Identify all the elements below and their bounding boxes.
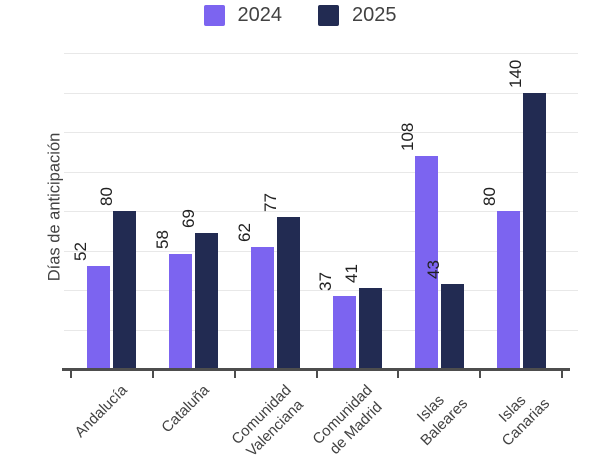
value-label-2025-5: 140	[506, 59, 526, 88]
legend-item-2024: 2024	[203, 4, 283, 27]
legend-label-2024: 2024	[237, 4, 283, 26]
value-label-2024-1: 58	[152, 230, 172, 250]
x-axis-tick-5	[479, 370, 482, 378]
x-tick-label-text-5: Islas Canarias	[495, 392, 554, 450]
gridline-160	[64, 53, 578, 54]
x-axis-tick-4	[397, 370, 400, 378]
legend-swatch-2024	[203, 5, 225, 26]
legend-swatch-2025	[318, 5, 339, 26]
x-axis-tick-2	[233, 370, 236, 378]
bar-2025-2	[277, 216, 301, 369]
value-label-2025-3: 41	[342, 264, 362, 284]
y-axis-title: Días de anticipación	[45, 132, 64, 282]
gridline-100	[64, 171, 578, 173]
bar-2025-5	[522, 92, 546, 369]
gridline-80	[64, 211, 578, 212]
chart-legend: 2024 2025	[0, 4, 600, 27]
bar-2024-2	[251, 246, 275, 369]
bar-2024-3	[332, 295, 356, 369]
x-axis-tick-6	[561, 370, 563, 378]
value-label-2024-3: 37	[316, 272, 336, 291]
value-label-2024-4: 108	[398, 122, 418, 151]
bar-2024-1	[169, 254, 193, 369]
x-axis-line	[62, 368, 570, 371]
gridline-60	[64, 250, 578, 252]
value-label-2024-5: 80	[480, 187, 500, 206]
bar-2025-1	[195, 232, 219, 369]
x-tick-label-text-0: Andalucía	[71, 381, 131, 441]
value-label-2025-4: 43	[424, 260, 444, 280]
bar-2025-0	[113, 211, 137, 369]
x-tick-label-text-1: Cataluña	[157, 381, 213, 437]
legend-item-2025: 2025	[318, 4, 397, 27]
x-tick-label-text-3: Comunidad de Madrid	[309, 381, 387, 458]
legend-label-2025: 2025	[352, 4, 397, 26]
x-tick-label-text-4: Islas Baleares	[414, 391, 472, 450]
bar-2024-5	[496, 211, 520, 369]
gridline-120	[64, 132, 578, 133]
x-tick-label-text-2: Comunidad Valenciana	[228, 381, 307, 461]
gridline-140	[64, 92, 578, 94]
bar-2024-4	[414, 155, 438, 369]
x-axis-tick-1	[151, 370, 154, 378]
value-label-2025-1: 69	[178, 208, 198, 228]
gridline-40	[64, 290, 578, 291]
value-label-2025-2: 77	[260, 193, 280, 212]
bar-2024-0	[87, 266, 111, 369]
value-label-2025-0: 80	[96, 187, 116, 206]
bar-2025-4	[440, 284, 464, 369]
x-axis-tick-0	[70, 370, 72, 378]
value-label-2024-0: 52	[70, 242, 90, 262]
bar-2025-3	[358, 288, 382, 369]
x-axis-tick-3	[315, 370, 318, 378]
gridline-20	[64, 329, 578, 331]
value-label-2024-2: 62	[234, 222, 254, 242]
